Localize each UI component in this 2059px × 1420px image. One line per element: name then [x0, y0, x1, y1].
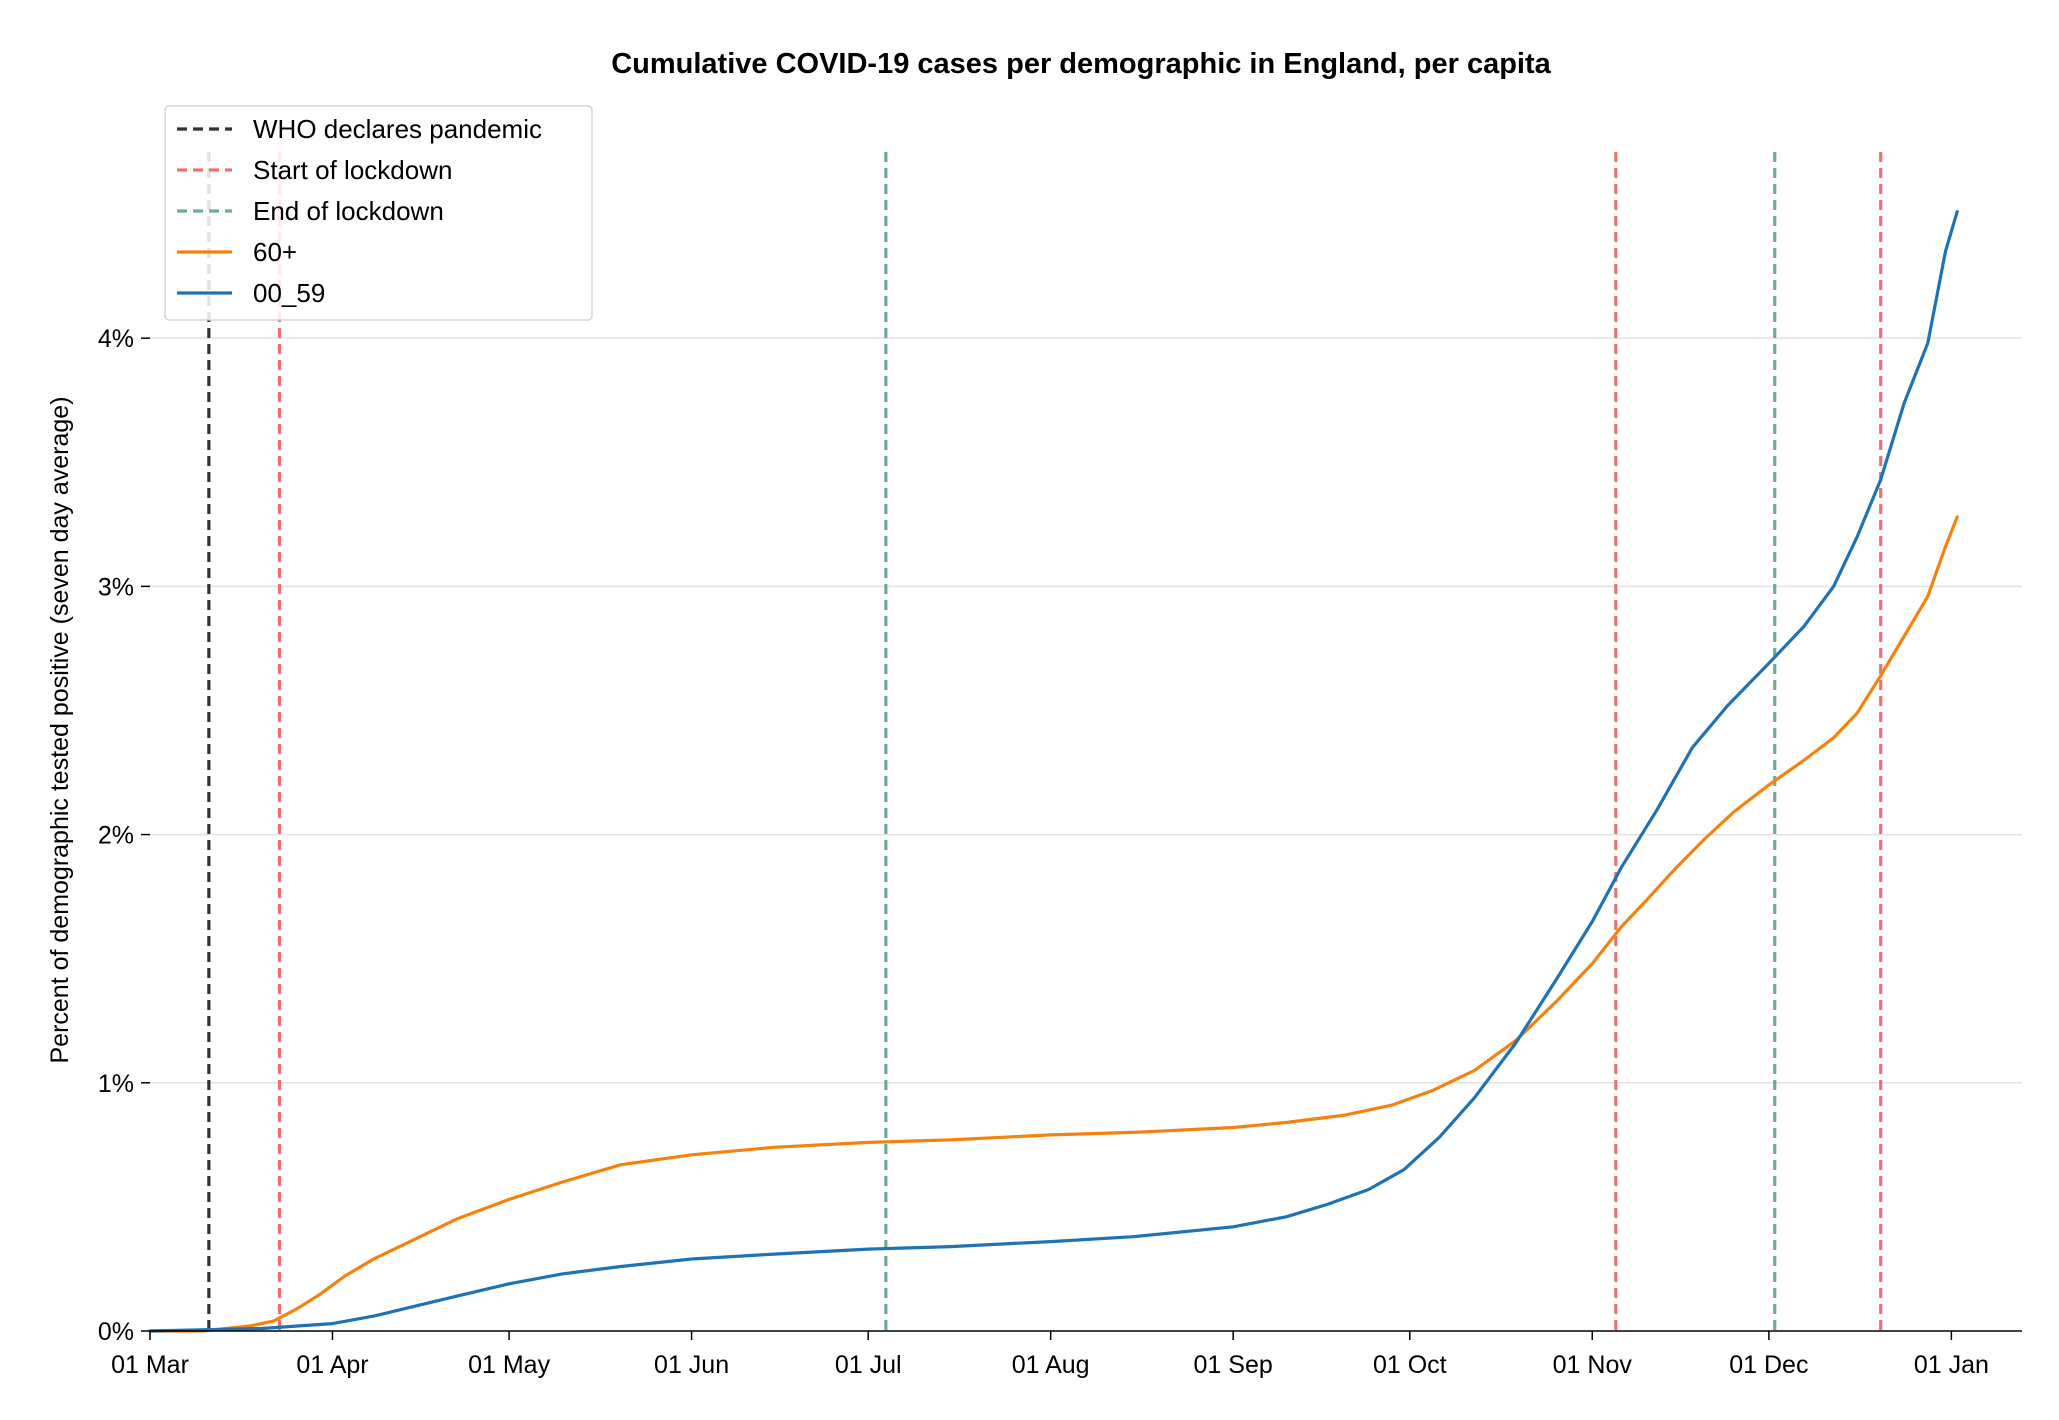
legend-label: Start of lockdown: [253, 155, 452, 185]
x-tick-label: 01 Mar: [111, 1351, 189, 1379]
event-lines: [207, 152, 1883, 1331]
series-lines: [148, 210, 1959, 1333]
y-tick-label: 3%: [98, 573, 134, 601]
series-line: [148, 210, 1959, 1333]
y-axis-ticks: 0% 1% 2% 3% 4%: [98, 325, 150, 1346]
x-tick-label: 01 Dec: [1729, 1351, 1808, 1379]
legend-label: WHO declares pandemic: [253, 114, 542, 144]
grid-lines: [150, 337, 2022, 1084]
x-tick-label: 01 May: [468, 1351, 550, 1379]
y-tick-label: 1%: [98, 1070, 134, 1098]
y-tick-label: 2%: [98, 822, 134, 850]
chart-title: Cumulative COVID-19 cases per demographi…: [611, 48, 1551, 80]
y-tick-label: 4%: [98, 325, 134, 353]
x-tick-label: 01 Nov: [1553, 1351, 1633, 1379]
legend-label: 00_59: [253, 278, 325, 308]
series-line: [148, 515, 1959, 1333]
legend-label: 60+: [253, 237, 297, 267]
x-tick-label: 01 Oct: [1373, 1351, 1447, 1379]
x-tick-label: 01 Apr: [296, 1351, 368, 1379]
y-tick-label: 0%: [98, 1318, 134, 1346]
x-tick-label: 01 Jul: [835, 1351, 902, 1379]
x-tick-label: 01 Sep: [1194, 1351, 1273, 1379]
y-axis-label: Percent of demographic tested positive (…: [46, 396, 74, 1063]
legend-entries: WHO declares pandemic Start of lockdown En…: [177, 114, 542, 308]
legend-label: End of lockdown: [253, 196, 444, 226]
legend: WHO declares pandemic Start of lockdown En…: [164, 105, 593, 321]
x-tick-label: 01 Jun: [654, 1351, 729, 1379]
x-tick-label: 01 Aug: [1012, 1351, 1090, 1379]
x-axis-ticks: 01 Mar 01 Apr 01 May 01 Jun 01 Jul 01 Aug 01 S…: [111, 1331, 1989, 1379]
legend-frame: [164, 105, 593, 321]
x-tick-label: 01 Jan: [1914, 1351, 1989, 1379]
